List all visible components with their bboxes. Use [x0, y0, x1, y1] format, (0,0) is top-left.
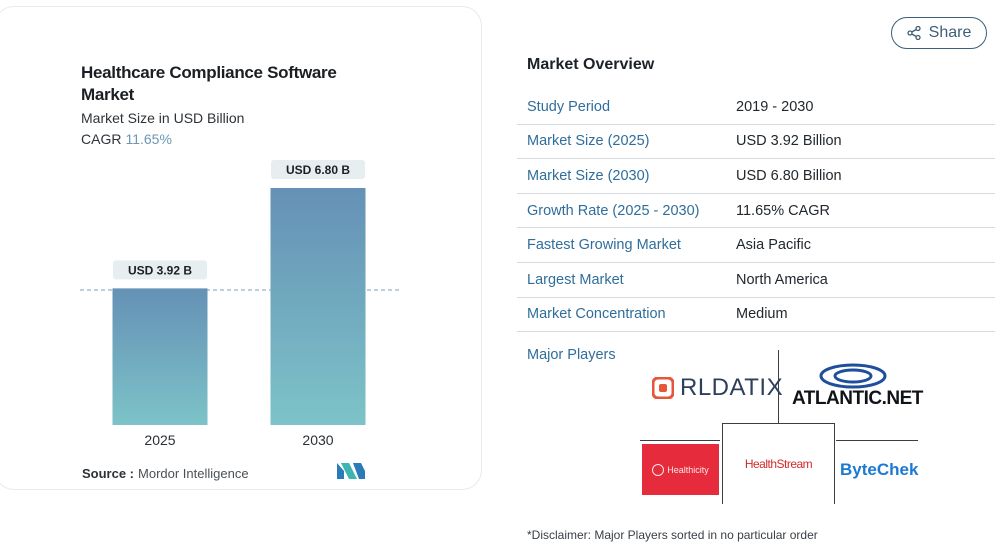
data-label-bg — [271, 160, 365, 179]
bytechek-wordmark: ByteChek — [840, 460, 919, 479]
source-line: Source : Mordor Intelligence — [82, 466, 249, 481]
table-row: Growth Rate (2025 - 2030) 11.65% CAGR — [517, 194, 995, 229]
logo-divider — [778, 350, 779, 424]
row-key[interactable]: Market Concentration — [527, 306, 666, 323]
row-value: Medium — [736, 306, 788, 323]
bytechek-logo: ByteChek — [840, 460, 918, 480]
rldatix-logo: RLDATIX — [652, 374, 783, 402]
healthstream-logo: HealthStream — [722, 423, 835, 504]
rldatix-wordmark: RLDATIX — [680, 374, 784, 401]
logo-divider — [836, 440, 918, 441]
data-label: USD 6.80 B — [286, 163, 350, 177]
row-key[interactable]: Study Period — [527, 98, 611, 115]
atlantic-swoosh-icon — [819, 363, 887, 389]
table-row: Market Size (2030) USD 6.80 Billion — [517, 159, 995, 194]
share-button[interactable]: Share — [891, 17, 987, 49]
row-value: USD 3.92 Billion — [736, 133, 842, 150]
chart-subtitle: Market Size in USD Billion — [81, 110, 245, 126]
rldatix-mark-icon — [652, 377, 674, 399]
chart-title: Healthcare Compliance Software Market — [81, 63, 337, 104]
cagr-value: 11.65% — [125, 131, 172, 147]
chart-cagr: CAGR 11.65% — [81, 131, 172, 147]
row-key[interactable]: Market Size (2025) — [527, 133, 650, 150]
logo-divider — [640, 440, 720, 441]
healthicity-mark-icon — [652, 463, 665, 476]
table-row: Study Period 2019 - 2030 — [517, 90, 995, 125]
row-key[interactable]: Largest Market — [527, 271, 624, 288]
row-value: 11.65% CAGR — [736, 202, 831, 219]
row-key[interactable]: Growth Rate (2025 - 2030) — [527, 202, 700, 219]
row-value: North America — [736, 271, 828, 288]
table-row: Market Concentration Medium — [517, 298, 995, 333]
x-tick-label: 2025 — [144, 432, 175, 448]
data-label-bg — [113, 260, 207, 280]
healthicity-wordmark: Healthicity — [667, 464, 709, 475]
mordor-logo-icon — [337, 463, 365, 479]
source-value: Mordor Intelligence — [138, 466, 249, 481]
bar-chart: USD 3.92 B 2025 USD 6.80 B 2030 — [80, 160, 400, 448]
healthstream-wordmark: HealthStream — [744, 457, 813, 471]
share-label: Share — [928, 24, 972, 41]
row-key[interactable]: Market Size (2030) — [527, 167, 650, 184]
source-label: Source : — [82, 466, 135, 481]
x-tick-label: 2030 — [302, 432, 333, 448]
bar-2025 — [112, 288, 208, 425]
bar-2030 — [270, 188, 366, 425]
healthicity-logo: Healthicity — [642, 444, 719, 495]
share-icon — [906, 26, 921, 40]
atlantic-net-logo: ATLANTIC.NET — [792, 362, 923, 410]
disclaimer: *Disclaimer: Major Players sorted in no … — [527, 528, 818, 542]
cagr-label: CAGR — [81, 131, 122, 147]
table-row: Largest Market North America — [517, 263, 995, 298]
major-players-label[interactable]: Major Players — [527, 347, 616, 363]
market-overview-title: Market Overview — [527, 56, 655, 73]
row-value: 2019 - 2030 — [736, 98, 814, 115]
data-label: USD 3.92 B — [128, 263, 192, 277]
market-size-chart-card — [0, 6, 482, 490]
atlantic-wordmark: ATLANTIC.NET — [792, 388, 923, 409]
row-value: USD 6.80 Billion — [736, 167, 842, 184]
table-row: Market Size (2025) USD 3.92 Billion — [517, 125, 995, 160]
table-row: Fastest Growing Market Asia Pacific — [517, 228, 995, 263]
market-overview-table: Study Period 2019 - 2030 Market Size (20… — [517, 90, 995, 333]
row-key[interactable]: Fastest Growing Market — [527, 237, 681, 254]
row-value: Asia Pacific — [736, 237, 811, 254]
